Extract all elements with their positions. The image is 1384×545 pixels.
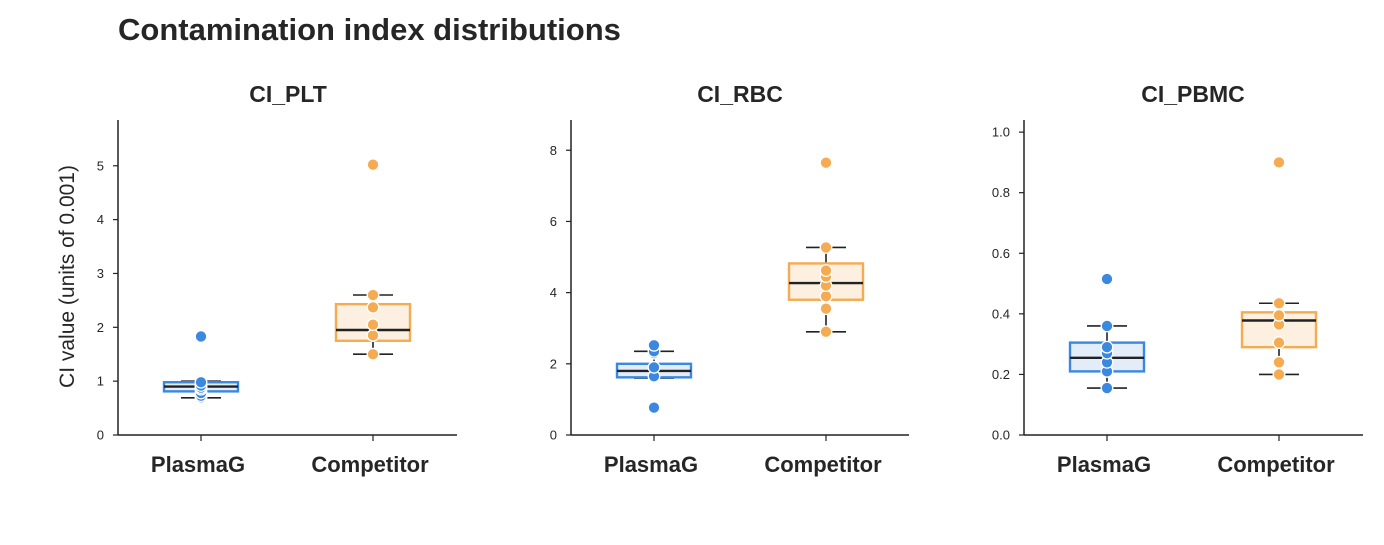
data-point — [1100, 319, 1114, 333]
data-point — [1272, 355, 1286, 369]
y-tick-label: 4 — [550, 285, 557, 300]
box-competitor — [334, 158, 412, 361]
y-tick-label: 0 — [97, 428, 104, 443]
y-tick-label: 8 — [550, 143, 557, 158]
data-point — [647, 401, 661, 415]
y-tick-label: 4 — [97, 212, 104, 227]
data-point — [194, 375, 208, 389]
panel-ci-pbmc: CI_PBMC 0.0 0.2 0.4 0.6 0.8 1.0 PlasmaG Competit… — [992, 81, 1363, 477]
box-competitor — [1240, 155, 1318, 381]
y-tick-label: 2 — [550, 356, 557, 371]
y-tick-label: 0.8 — [992, 185, 1010, 200]
y-tick-label: 0.2 — [992, 367, 1010, 382]
figure-title: Contamination index distributions — [118, 12, 621, 47]
data-point — [366, 328, 380, 342]
box-plasmag — [1068, 272, 1146, 395]
data-point — [1272, 296, 1286, 310]
data-point — [1100, 272, 1114, 286]
data-point — [647, 360, 661, 374]
box-competitor — [787, 156, 865, 339]
panel-title: CI_RBC — [697, 81, 783, 107]
y-tick-label: 0.4 — [992, 306, 1010, 321]
data-point — [366, 288, 380, 302]
y-tick-label: 6 — [550, 214, 557, 229]
data-point — [366, 347, 380, 361]
data-point — [1272, 336, 1286, 350]
box-plasmag — [162, 330, 240, 404]
x-tick-label: Competitor — [1217, 452, 1335, 477]
x-tick-label: PlasmaG — [1057, 452, 1151, 477]
x-tick-label: Competitor — [764, 452, 882, 477]
y-tick-label: 1.0 — [992, 125, 1010, 140]
panel-ci-plt: CI_PLT 0 1 2 3 4 5 CI value (units of 0.001) Pla… — [56, 81, 457, 477]
data-point — [366, 158, 380, 172]
data-point — [647, 338, 661, 352]
y-tick-label: 0 — [550, 428, 557, 443]
panel-title: CI_PBMC — [1141, 81, 1245, 107]
panel-ci-rbc: CI_RBC 0 2 4 6 8 PlasmaG Competitor — [550, 81, 909, 477]
data-point — [1100, 340, 1114, 354]
data-point — [819, 289, 833, 303]
data-point — [819, 302, 833, 316]
data-point — [1272, 308, 1286, 322]
y-tick-label: 0.6 — [992, 246, 1010, 261]
y-tick-label: 3 — [97, 266, 104, 281]
y-tick-label: 5 — [97, 158, 104, 173]
x-tick-label: PlasmaG — [604, 452, 698, 477]
x-tick-label: PlasmaG — [151, 452, 245, 477]
data-point — [819, 240, 833, 254]
y-axis-label: CI value (units of 0.001) — [56, 165, 79, 388]
data-point — [819, 264, 833, 278]
x-tick-label: Competitor — [311, 452, 429, 477]
data-point — [819, 325, 833, 339]
y-tick-label: 0.0 — [992, 428, 1010, 443]
data-point — [366, 300, 380, 314]
data-point — [194, 330, 208, 343]
data-point — [366, 318, 380, 332]
y-tick-label: 1 — [97, 374, 104, 389]
data-point — [1272, 155, 1286, 169]
data-point — [1272, 367, 1286, 381]
box-plasmag — [615, 338, 693, 415]
data-point — [819, 156, 833, 170]
data-point — [1100, 381, 1114, 395]
panel-title: CI_PLT — [249, 81, 327, 107]
y-tick-label: 2 — [97, 320, 104, 335]
